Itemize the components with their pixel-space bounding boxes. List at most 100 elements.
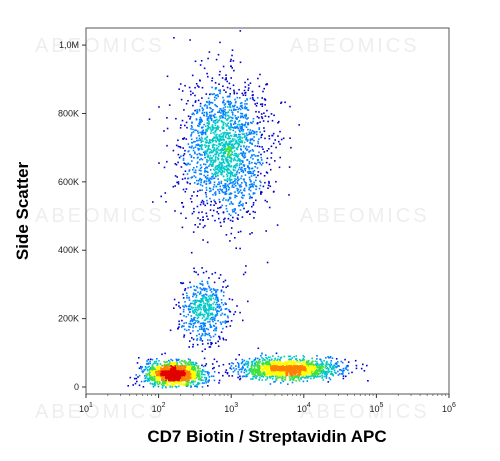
data-point bbox=[203, 305, 205, 307]
data-point bbox=[233, 157, 236, 159]
data-point bbox=[255, 377, 257, 379]
data-point bbox=[235, 108, 237, 111]
data-point bbox=[189, 369, 191, 372]
data-point bbox=[192, 343, 194, 346]
data-point bbox=[280, 374, 282, 377]
data-point bbox=[201, 343, 204, 345]
data-point bbox=[243, 165, 245, 167]
data-point bbox=[189, 359, 191, 361]
data-point bbox=[276, 373, 279, 375]
data-point bbox=[202, 329, 205, 331]
data-point bbox=[199, 102, 202, 105]
data-point bbox=[189, 384, 192, 387]
data-point bbox=[200, 201, 203, 204]
data-point bbox=[280, 362, 283, 364]
data-point bbox=[239, 378, 241, 381]
data-point bbox=[206, 117, 209, 120]
data-point bbox=[272, 355, 274, 357]
data-point bbox=[188, 309, 190, 311]
data-point bbox=[191, 381, 193, 384]
data-point bbox=[180, 282, 182, 284]
data-point bbox=[225, 184, 227, 187]
data-point bbox=[264, 115, 267, 117]
data-point bbox=[264, 365, 266, 367]
data-point bbox=[250, 378, 252, 380]
data-point bbox=[234, 131, 237, 133]
data-point bbox=[220, 290, 223, 293]
data-point bbox=[233, 92, 236, 95]
plot-frame bbox=[85, 27, 450, 395]
data-point bbox=[325, 377, 328, 379]
data-point bbox=[279, 375, 282, 378]
data-point bbox=[229, 147, 232, 150]
data-point bbox=[240, 175, 243, 177]
data-point bbox=[255, 176, 257, 179]
data-point bbox=[252, 158, 254, 160]
data-point bbox=[228, 82, 231, 85]
data-point bbox=[153, 374, 156, 376]
data-point bbox=[167, 363, 169, 366]
data-point bbox=[170, 363, 173, 365]
data-point bbox=[164, 363, 166, 366]
data-point bbox=[185, 217, 187, 219]
data-point bbox=[204, 153, 206, 155]
data-point bbox=[305, 362, 308, 365]
data-point bbox=[191, 176, 193, 178]
data-point bbox=[203, 327, 206, 330]
data-point bbox=[226, 167, 229, 169]
data-point bbox=[280, 372, 283, 375]
data-point bbox=[230, 119, 232, 122]
data-point bbox=[215, 141, 217, 143]
data-point bbox=[314, 367, 317, 369]
data-point bbox=[192, 322, 195, 325]
data-point bbox=[226, 175, 229, 177]
data-point bbox=[197, 316, 200, 319]
data-point bbox=[311, 367, 313, 370]
data-point bbox=[205, 294, 208, 296]
data-point bbox=[163, 365, 166, 368]
data-point bbox=[326, 363, 328, 366]
data-point bbox=[201, 386, 204, 388]
data-point bbox=[214, 157, 217, 159]
data-point bbox=[185, 121, 188, 124]
data-point bbox=[184, 366, 187, 368]
data-point bbox=[215, 166, 217, 168]
data-point bbox=[226, 169, 228, 172]
data-point bbox=[237, 127, 240, 130]
data-point bbox=[245, 132, 248, 135]
data-point bbox=[200, 379, 203, 382]
data-point bbox=[198, 313, 201, 316]
data-point bbox=[294, 366, 296, 368]
data-point bbox=[201, 133, 203, 136]
data-point bbox=[163, 367, 165, 369]
data-point bbox=[253, 181, 255, 184]
data-point bbox=[307, 359, 310, 362]
data-point bbox=[276, 375, 279, 377]
data-point bbox=[232, 60, 235, 62]
data-point bbox=[255, 199, 257, 202]
data-point bbox=[172, 149, 175, 152]
data-point bbox=[258, 128, 260, 130]
data-point bbox=[288, 370, 290, 373]
data-point bbox=[250, 365, 252, 368]
data-point bbox=[200, 308, 202, 311]
data-point bbox=[195, 308, 198, 311]
data-point bbox=[151, 372, 154, 374]
data-point bbox=[226, 143, 229, 146]
data-point bbox=[215, 193, 217, 195]
data-point bbox=[248, 176, 251, 179]
data-point bbox=[301, 369, 304, 371]
data-point bbox=[208, 51, 211, 53]
data-point bbox=[211, 176, 213, 178]
data-point bbox=[234, 109, 236, 111]
data-point bbox=[238, 354, 240, 356]
data-point bbox=[185, 305, 188, 308]
data-point bbox=[226, 153, 229, 156]
data-point bbox=[197, 315, 199, 317]
data-point bbox=[222, 100, 224, 103]
data-point bbox=[205, 111, 208, 114]
data-point bbox=[197, 313, 200, 315]
data-point bbox=[263, 368, 266, 370]
data-point bbox=[148, 369, 151, 371]
data-point bbox=[295, 361, 297, 363]
